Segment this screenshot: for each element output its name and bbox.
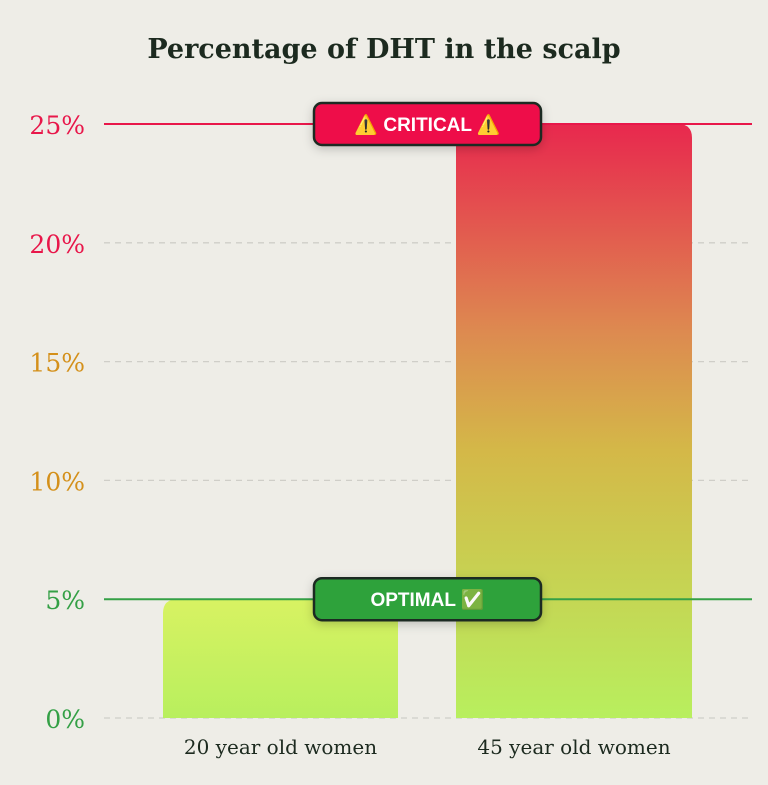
- reference-badge: [312, 101, 543, 147]
- y-tick-label: 5%: [45, 586, 85, 615]
- bar: [456, 124, 692, 718]
- x-tick-label: 45 year old women: [477, 735, 670, 759]
- y-tick-label: 20%: [29, 230, 85, 259]
- y-tick-label: 0%: [45, 705, 85, 734]
- y-tick-label: 25%: [29, 111, 85, 140]
- reference-badge-label: ⚠️ CRITICAL ⚠️: [354, 113, 500, 136]
- x-tick-label: 20 year old women: [184, 735, 377, 759]
- y-tick-label: 10%: [29, 467, 85, 496]
- bar: [163, 599, 398, 718]
- y-tick-label: 15%: [29, 349, 85, 378]
- reference-badge-label: OPTIMAL ✅: [370, 588, 484, 611]
- chart-title: Percentage of DHT in the scalp: [147, 34, 620, 65]
- reference-badge: [312, 576, 543, 622]
